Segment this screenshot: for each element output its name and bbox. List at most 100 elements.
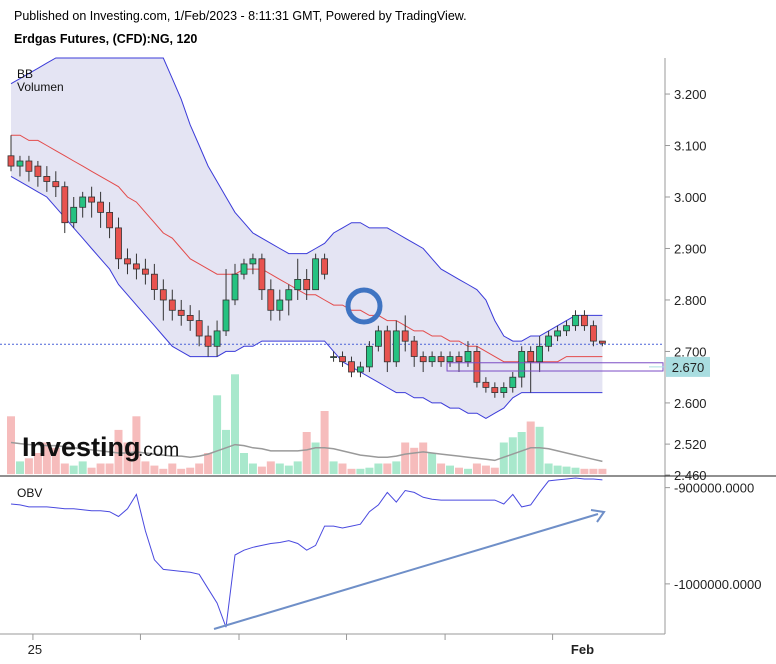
candle	[500, 382, 508, 398]
candle-body	[401, 330, 409, 342]
volume-bar	[213, 395, 222, 475]
price-tick-label: 2.900	[674, 241, 707, 256]
volume-bar	[410, 447, 419, 475]
candle-body	[428, 356, 436, 363]
volume-bar	[240, 453, 248, 474]
candle-body	[195, 320, 203, 337]
candle	[545, 330, 552, 352]
candle-body	[473, 350, 481, 383]
bollinger-lower-line	[10, 175, 603, 419]
candle-body	[43, 175, 51, 182]
volume-bar	[231, 374, 239, 475]
candle	[294, 258, 302, 300]
candle-body	[365, 345, 373, 368]
indicator-legend: BB Volumen OBV	[17, 67, 64, 500]
published-note: Published on Investing.com, 1/Feb/2023 -…	[14, 9, 467, 23]
candle	[482, 377, 490, 393]
candle	[563, 320, 570, 336]
candle-body	[339, 356, 346, 363]
candle	[428, 351, 436, 367]
volume-bars	[7, 374, 607, 475]
candle	[554, 325, 561, 342]
volume-bar	[60, 463, 69, 474]
volume-bar	[177, 468, 186, 475]
candle	[518, 346, 526, 388]
volume-bar	[186, 467, 195, 474]
logo-suffix: .com	[138, 440, 179, 461]
volume-bar	[87, 467, 96, 474]
candle-body	[518, 350, 526, 378]
price-scale: 3.200 3.100 3.000 2.900 2.800 2.700 2.600 2.520…	[665, 87, 707, 483]
candle-body	[500, 387, 508, 393]
last-price-tag	[666, 356, 710, 377]
candle-body	[150, 273, 158, 291]
candle-body	[374, 330, 382, 347]
candle-body	[61, 186, 69, 224]
volume-bar	[78, 461, 87, 474]
candle	[455, 351, 463, 373]
price-tick-label: 3.100	[674, 139, 707, 154]
candle	[527, 346, 535, 393]
candle	[509, 372, 517, 393]
candle	[240, 258, 248, 280]
volume-bar	[320, 411, 329, 474]
volume-bar	[150, 465, 159, 474]
price-tick-label: 2.520	[674, 437, 707, 452]
candle-body	[348, 361, 355, 373]
candle	[141, 258, 149, 285]
candle	[572, 310, 579, 331]
volume-bar	[571, 467, 580, 474]
candle	[446, 351, 454, 367]
volume-bar	[293, 461, 302, 474]
candle	[330, 351, 338, 362]
candle-body	[554, 330, 561, 337]
candle	[186, 305, 194, 331]
candle-body	[16, 160, 24, 167]
candle	[410, 336, 418, 367]
candle-body	[545, 335, 552, 347]
volume-bar	[69, 465, 78, 474]
candle-body	[88, 196, 95, 203]
candle-body	[581, 314, 588, 327]
candle-body	[79, 196, 87, 208]
candle-body	[321, 258, 329, 275]
candle-body	[106, 211, 113, 229]
candle	[159, 279, 167, 321]
trend-arrow-line	[213, 513, 599, 630]
time-label: Feb	[571, 642, 594, 657]
axes-layer	[0, 58, 776, 635]
last-price-label: 2.670	[672, 360, 705, 375]
candle-body	[34, 165, 42, 177]
candle	[374, 325, 382, 352]
obv-tick-label: -900000.0000	[674, 481, 754, 496]
candle	[321, 253, 329, 280]
candle-body	[213, 330, 221, 347]
candle	[437, 351, 445, 367]
annotations: 2.670	[345, 287, 710, 377]
volume-bar	[16, 461, 24, 474]
volume-bar	[481, 465, 490, 474]
candle	[473, 346, 481, 388]
investing-logo: Investing .com	[22, 432, 179, 462]
volume-bar	[365, 467, 374, 474]
volume-bar	[517, 432, 526, 474]
volume-bar	[508, 437, 517, 475]
candle	[348, 356, 355, 378]
candle	[195, 310, 203, 347]
volume-bar	[114, 429, 123, 474]
volume-bar	[446, 465, 454, 474]
bollinger-upper-line	[10, 57, 603, 342]
candle-body	[599, 340, 606, 344]
candle-body	[410, 340, 418, 357]
volume-bar	[132, 416, 141, 475]
volume-bar	[266, 461, 275, 474]
candle	[419, 351, 427, 373]
candle-body	[572, 314, 579, 327]
candle-body	[97, 201, 104, 213]
candle-body	[330, 356, 338, 359]
candle	[339, 351, 346, 367]
candle	[383, 325, 391, 373]
volume-bar	[105, 463, 114, 474]
volume-bar	[168, 463, 177, 474]
